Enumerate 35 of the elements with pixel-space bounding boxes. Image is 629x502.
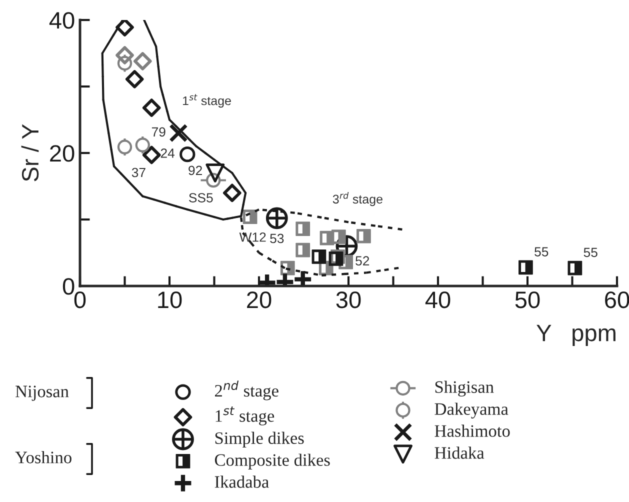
text: Yoshino <box>15 451 72 464</box>
annotation: 55 <box>534 247 548 256</box>
legend-label: Composite dikes <box>214 454 330 470</box>
x-tick-label: 40 <box>425 291 450 308</box>
legend-label: 1$^{st}$ stage <box>216 406 274 426</box>
y-tick-label: 0 <box>62 278 74 295</box>
annotation: 24 <box>160 148 175 158</box>
annotation: 79 <box>152 127 166 137</box>
x-tick-label: 30 <box>336 291 361 308</box>
legend-label: Hidaka <box>434 446 484 459</box>
annotation: 92 <box>188 166 202 176</box>
x-tick-label: 0 <box>74 291 86 308</box>
x-tick-label: 60 <box>605 291 629 308</box>
y-tick-label: 20 <box>50 145 74 162</box>
y-tick-label: 40 <box>49 12 74 29</box>
legend-label: 2$^{nd}$ stage <box>215 380 278 400</box>
x-tick-label: 50 <box>515 291 540 308</box>
annotation: 3$^{rd}$ stage <box>332 192 382 206</box>
legend-label: Shigisan <box>435 380 494 397</box>
annotation: 53 <box>270 234 284 244</box>
legend-label: Ikadaba <box>214 476 269 488</box>
annotation: 37 <box>132 168 146 178</box>
text: Nijosan <box>16 386 69 401</box>
y-axis-title: Sr / Y <box>21 124 39 182</box>
annotation: W12 <box>239 232 266 242</box>
annotation: 52 <box>356 256 370 266</box>
annotation: SS5 <box>189 193 213 202</box>
legend-label: Simple dikes <box>215 432 304 448</box>
x-axis-title: Y ppm <box>536 324 616 346</box>
x-tick-label: 10 <box>158 291 182 308</box>
x-tick-label: 20 <box>247 291 272 308</box>
legend-label: Dakeyama <box>434 402 508 418</box>
annotation: 1$^{st}$ stage <box>182 94 231 108</box>
legend-label: Hashimoto <box>434 424 510 437</box>
annotation: 55 <box>584 248 598 258</box>
